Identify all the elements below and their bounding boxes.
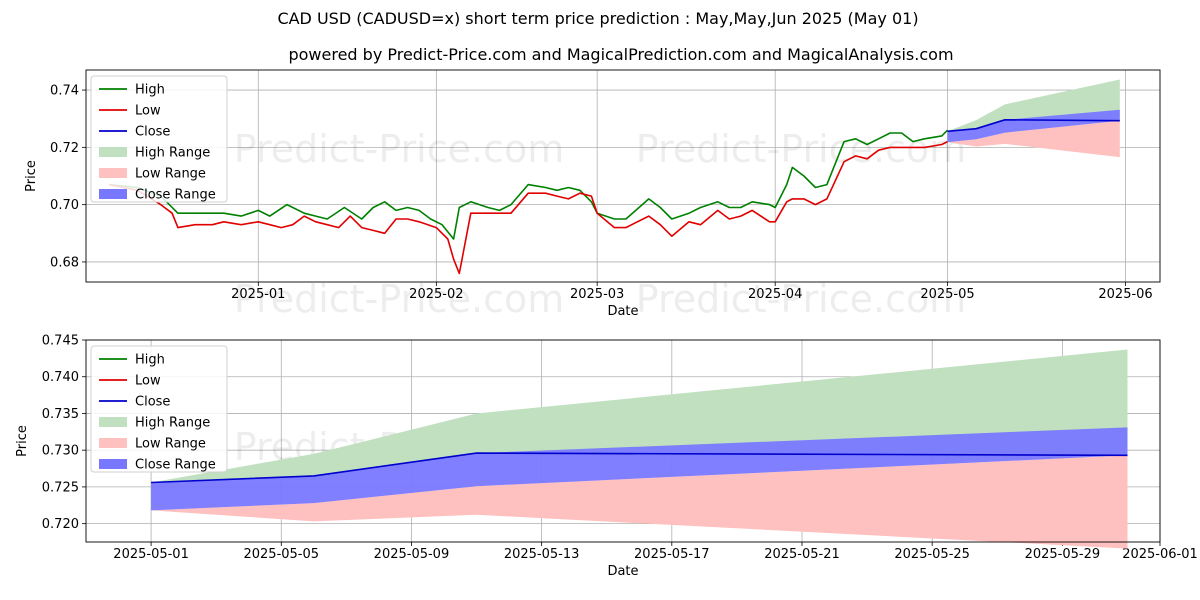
x-tick-label: 2025-02 <box>409 287 463 302</box>
x-axis-label: Date <box>607 304 638 319</box>
legend-label: Close <box>135 125 170 140</box>
watermark: Predict-Price.com <box>234 277 565 321</box>
legend-swatch-low-range <box>99 168 127 178</box>
legend-label: High Range <box>135 146 210 161</box>
legend-swatch-close-range <box>99 189 127 199</box>
legend-swatch-high-range <box>99 147 127 157</box>
legend: High Low Close High Range Low Range Close Ran… <box>90 345 228 473</box>
chart-panel-1: 2025-01 2025-02 2025-03 2025-04 2025-05 2025-… <box>24 69 1161 321</box>
close-range-band <box>947 109 1120 143</box>
y-tick-label: 0.720 <box>42 517 79 532</box>
close-range-band <box>151 427 1128 511</box>
x-tick-label: 2025-05 <box>920 287 974 302</box>
y-tick-label: 0.72 <box>50 141 79 156</box>
y-tick-label: 0.735 <box>42 407 79 422</box>
legend-label: High <box>135 83 165 98</box>
low-range-band <box>947 120 1120 158</box>
chart-subtitle: powered by Predict-Price.com and Magical… <box>288 45 954 64</box>
legend-label: Close <box>135 395 170 410</box>
high-series-line <box>108 129 949 240</box>
y-tick-label: 0.730 <box>42 444 79 459</box>
x-tick-label: 2025-06-01 <box>1122 547 1198 562</box>
legend-label: Low <box>135 374 161 389</box>
x-tick-label: 2025-06 <box>1098 287 1152 302</box>
close-series-line <box>151 452 1128 484</box>
watermark: Predict-Price.com <box>234 127 565 171</box>
y-axis-label: Price <box>24 160 39 192</box>
x-tick-label: 2025-05-13 <box>504 547 580 562</box>
legend-swatch-low-range <box>99 438 127 448</box>
legend-swatch-high-range <box>99 417 127 427</box>
low-range-band <box>151 455 1128 549</box>
x-tick-label: 2025-03 <box>570 287 624 302</box>
plot-frame <box>85 339 1161 543</box>
y-tick-label: 0.725 <box>42 480 79 495</box>
y-tick-label: 0.68 <box>50 255 79 270</box>
y-axis-label: Price <box>15 425 30 457</box>
legend-label: High <box>135 353 165 368</box>
x-tick-label: 2025-05-09 <box>374 547 450 562</box>
low-series-line <box>108 140 948 275</box>
close-series-line <box>947 119 1120 133</box>
x-tick-label: 2025-05-29 <box>1025 547 1101 562</box>
x-axis-label: Date <box>607 564 638 579</box>
legend-label: Close Range <box>135 458 216 473</box>
y-tick-label: 0.74 <box>50 84 79 99</box>
y-tick-label: 0.745 <box>42 334 79 349</box>
watermark: Predict-Price.com <box>636 127 967 171</box>
y-tick-label: 0.740 <box>42 370 79 385</box>
x-tick-label: 2025-01 <box>231 287 285 302</box>
legend-label: High Range <box>135 416 210 431</box>
x-tick-label: 2025-05-21 <box>764 547 840 562</box>
x-tick-label: 2025-05-01 <box>113 547 189 562</box>
y-tick-label: 0.70 <box>50 198 79 213</box>
legend-swatch-close-range <box>99 459 127 469</box>
x-tick-label: 2025-05-17 <box>634 547 710 562</box>
legend-label: Close Range <box>135 188 216 203</box>
x-tick-label: 2025-05-25 <box>894 547 970 562</box>
legend: High Low Close High Range Low Range Close Ran… <box>90 75 228 203</box>
watermark: Predict-Price.com <box>636 277 967 321</box>
legend-label: Low Range <box>135 437 206 452</box>
legend-label: Low Range <box>135 167 206 182</box>
legend-label: Low <box>135 104 161 119</box>
plot-frame <box>85 69 1161 283</box>
chart-panel-2: 2025-05-01 2025-05-05 2025-05-09 2025-05-13… <box>15 334 1198 580</box>
x-tick-label: 2025-05-05 <box>243 547 319 562</box>
x-tick-label: 2025-04 <box>748 287 802 302</box>
chart-title: CAD USD (CADUSD=x) short term price pred… <box>277 9 919 28</box>
